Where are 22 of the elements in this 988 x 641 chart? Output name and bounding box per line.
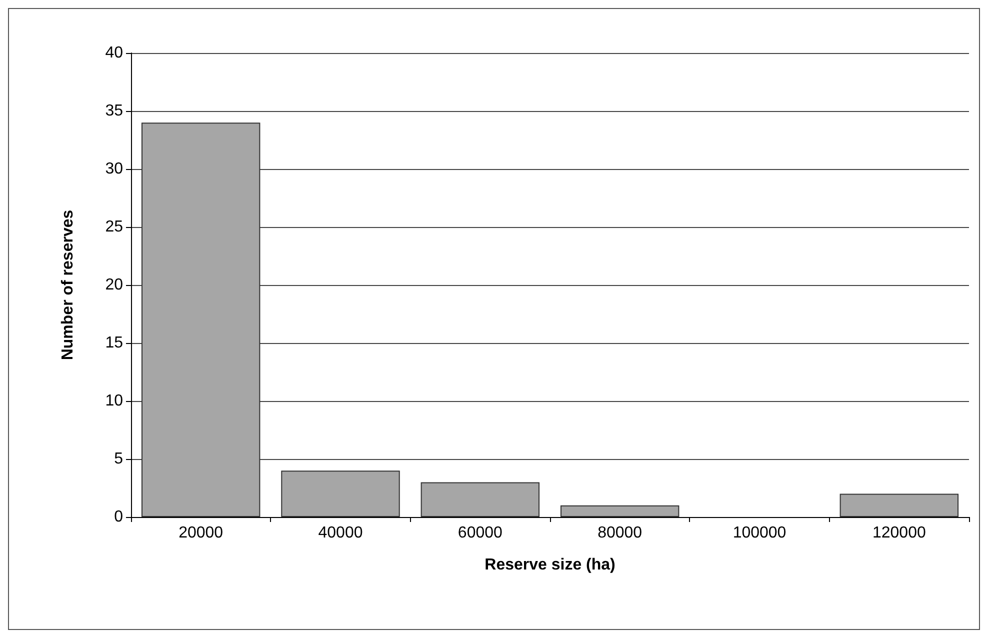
bar [840,494,959,517]
y-tick-label: 35 [105,102,124,120]
bar [420,482,540,517]
bar [560,505,680,517]
y-tick-label: 20 [105,276,124,294]
bar [141,122,260,517]
x-tick-label: 40000 [318,524,363,542]
x-tick-label: 80000 [598,524,642,542]
y-tick-label: 10 [105,392,124,410]
x-tick-label: 120000 [872,524,926,542]
x-tick-label: 100000 [732,524,786,542]
y-tick-label: 25 [105,218,124,236]
y-tick-label: 40 [105,44,124,62]
y-tick-label: 15 [105,334,124,352]
y-tick-label: 5 [114,450,124,468]
x-axis-title: Reserve size (ha) [484,556,616,574]
y-tick-label: 0 [114,508,124,526]
x-tick-label: 20000 [178,524,224,542]
y-tick-label: 30 [105,160,124,178]
x-tick-label: 60000 [458,524,503,542]
bar [281,470,400,517]
y-axis-title: Number of reserves [60,210,76,360]
